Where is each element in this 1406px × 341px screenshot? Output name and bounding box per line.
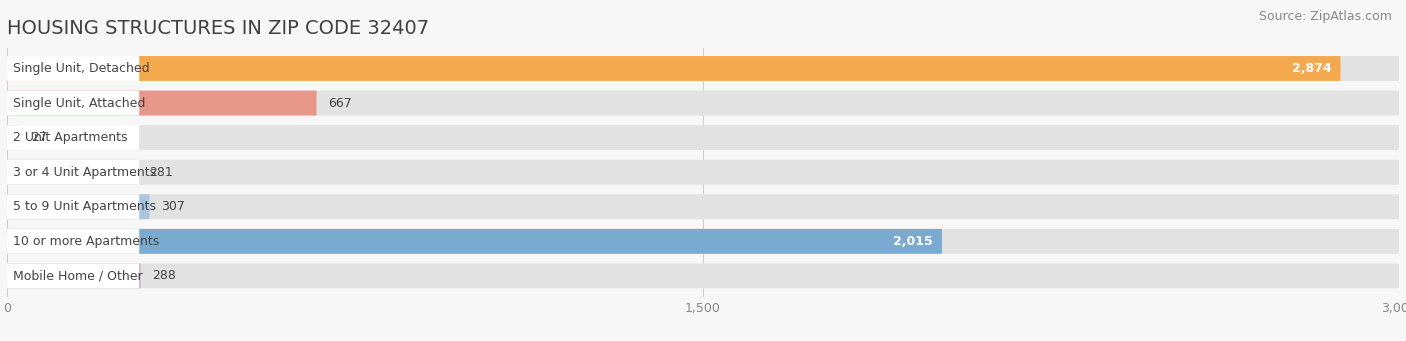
FancyBboxPatch shape xyxy=(7,160,1399,185)
FancyBboxPatch shape xyxy=(7,91,316,116)
FancyBboxPatch shape xyxy=(7,194,139,219)
Text: 3 or 4 Unit Apartments: 3 or 4 Unit Apartments xyxy=(13,166,156,179)
FancyBboxPatch shape xyxy=(7,264,141,288)
Text: 281: 281 xyxy=(149,166,173,179)
Text: 27: 27 xyxy=(31,131,46,144)
Text: 10 or more Apartments: 10 or more Apartments xyxy=(13,235,159,248)
FancyBboxPatch shape xyxy=(7,264,139,288)
FancyBboxPatch shape xyxy=(7,91,139,116)
FancyBboxPatch shape xyxy=(7,160,138,185)
FancyBboxPatch shape xyxy=(7,56,1399,81)
Text: Mobile Home / Other: Mobile Home / Other xyxy=(13,269,142,282)
Text: 2,874: 2,874 xyxy=(1292,62,1331,75)
Text: Single Unit, Attached: Single Unit, Attached xyxy=(13,97,145,109)
Text: Source: ZipAtlas.com: Source: ZipAtlas.com xyxy=(1258,10,1392,23)
FancyBboxPatch shape xyxy=(7,264,1399,288)
Text: Single Unit, Detached: Single Unit, Detached xyxy=(13,62,149,75)
FancyBboxPatch shape xyxy=(7,160,139,185)
Text: HOUSING STRUCTURES IN ZIP CODE 32407: HOUSING STRUCTURES IN ZIP CODE 32407 xyxy=(7,19,429,38)
Text: 2,015: 2,015 xyxy=(893,235,932,248)
Text: 2 Unit Apartments: 2 Unit Apartments xyxy=(13,131,127,144)
FancyBboxPatch shape xyxy=(7,125,20,150)
FancyBboxPatch shape xyxy=(7,229,1399,254)
FancyBboxPatch shape xyxy=(7,125,139,150)
FancyBboxPatch shape xyxy=(7,229,139,254)
FancyBboxPatch shape xyxy=(7,194,149,219)
FancyBboxPatch shape xyxy=(7,91,1399,116)
FancyBboxPatch shape xyxy=(7,229,942,254)
FancyBboxPatch shape xyxy=(7,125,1399,150)
Text: 667: 667 xyxy=(328,97,352,109)
Text: 5 to 9 Unit Apartments: 5 to 9 Unit Apartments xyxy=(13,200,156,213)
FancyBboxPatch shape xyxy=(7,194,1399,219)
FancyBboxPatch shape xyxy=(7,56,139,81)
Text: 307: 307 xyxy=(162,200,186,213)
Text: 288: 288 xyxy=(152,269,176,282)
FancyBboxPatch shape xyxy=(7,56,1340,81)
